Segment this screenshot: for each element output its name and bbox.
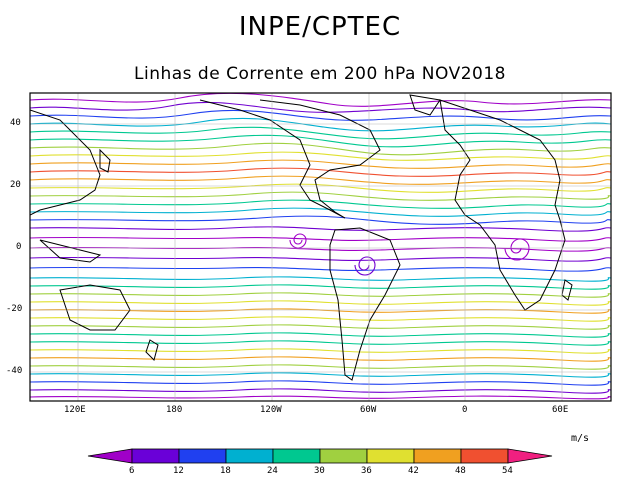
lat-tick-label: -40 (6, 366, 23, 376)
colorbar-tick-label: 36 (361, 466, 372, 476)
colorbar-tick-label: 24 (267, 466, 278, 476)
colorbar-tick-label: 6 (129, 466, 135, 476)
lon-tick-label: 120E (64, 405, 86, 415)
map-subtitle: Linhas de Corrente em 200 hPa NOV2018 (134, 64, 506, 84)
colorbar-swatch (272, 448, 321, 464)
colorbar-tick-label: 18 (220, 466, 231, 476)
colorbar-swatch (413, 448, 462, 464)
map-frame (29, 92, 612, 402)
colorbar-swatch (319, 448, 368, 464)
lat-tick-label: 40 (10, 118, 21, 128)
graticule (30, 93, 611, 401)
lat-tick-label: -20 (6, 304, 23, 314)
colorbar-units: m/s (571, 433, 590, 444)
colorbar-swatch (366, 448, 415, 464)
colorbar-swatch (225, 448, 274, 464)
colorbar-tick-label: 30 (314, 466, 325, 476)
colorbar-arrow-left (87, 448, 133, 464)
coastlines (30, 94, 573, 381)
colorbar-tick-label: 42 (408, 466, 419, 476)
page-title: INPE/CPTEC (238, 12, 402, 42)
lon-tick-label: 60W (360, 405, 377, 415)
lon-tick-label: 60E (552, 405, 569, 415)
lon-tick-label: 0 (462, 405, 468, 415)
colorbar-tick-label: 54 (502, 466, 513, 476)
colorbar-tick-label: 48 (455, 466, 466, 476)
lon-tick-label: 180 (166, 405, 183, 415)
streamlines (30, 93, 611, 400)
colorbar-swatch (460, 448, 509, 464)
colorbar-swatch (178, 448, 227, 464)
lon-tick-label: 120W (260, 405, 282, 415)
colorbar-arrow-right (507, 448, 553, 464)
colorbar-swatch (131, 448, 180, 464)
lat-tick-label: 20 (10, 180, 21, 190)
colorbar-tick-label: 12 (173, 466, 184, 476)
lat-tick-label: 0 (16, 242, 22, 252)
colorbar (87, 448, 553, 464)
